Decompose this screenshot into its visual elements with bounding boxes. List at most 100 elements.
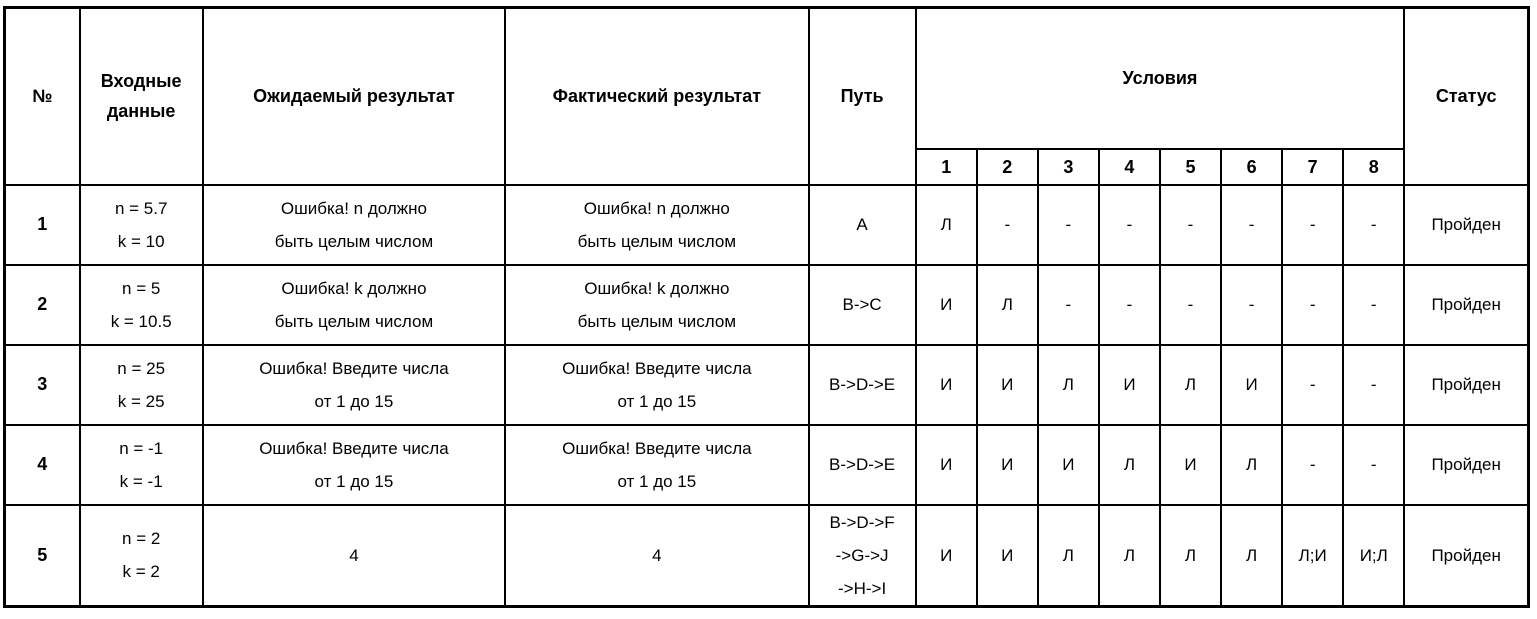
cell-condition-5: Л (1158, 343, 1223, 426)
cell-path: A (807, 183, 917, 266)
input-line: k = 10 (117, 231, 165, 251)
cell-status: Пройден (1403, 503, 1530, 607)
cell-actual-result: Ошибка! Введите числа от 1 до 15 (504, 423, 810, 506)
actual-line: Ошибка! n должно (583, 198, 730, 218)
cell-path: B->D->F ->G->J ->H->I (807, 503, 917, 607)
cell-condition-8: И;Л (1342, 503, 1406, 607)
cell-status: Пройден (1403, 343, 1530, 426)
table-row-3: 3 n = 25 k = 25 Ошибка! Введите числа от… (3, 343, 1530, 426)
header-row-main: № Входные данные Ожидаемый результат Фак… (3, 6, 1530, 186)
cell-expected-result: Ошибка! Введите числа от 1 до 15 (201, 343, 507, 426)
cell-condition-3: - (1036, 183, 1100, 266)
header-input-data: Входные данные (78, 6, 204, 186)
cell-condition-6: Л (1220, 423, 1284, 506)
cell-status: Пройден (1403, 423, 1530, 506)
header-condition-1: 1 (914, 147, 978, 186)
cell-condition-7: - (1281, 263, 1345, 346)
cell-condition-8: - (1342, 183, 1406, 266)
header-conditions: Условия (914, 6, 1406, 150)
path-line: ->H->I (838, 578, 887, 598)
cell-status: Пройден (1403, 183, 1530, 266)
cell-expected-result: Ошибка! k должно быть целым числом (201, 263, 507, 346)
cell-condition-6: Л (1220, 503, 1284, 607)
expected-line: быть целым числом (274, 311, 434, 331)
expected-line: от 1 до 15 (314, 471, 394, 491)
cell-condition-4: Л (1097, 503, 1161, 607)
actual-line: быть целым числом (577, 231, 737, 251)
input-line: k = -1 (119, 471, 163, 491)
cell-condition-1: И (914, 263, 978, 346)
header-condition-2: 2 (975, 147, 1039, 186)
expected-line: Ошибка! Введите числа (259, 438, 449, 458)
cell-condition-6: - (1220, 183, 1284, 266)
cell-condition-3: Л (1036, 503, 1100, 607)
cell-condition-4: И (1097, 343, 1161, 426)
cell-status: Пройден (1403, 263, 1530, 346)
input-line: n = 5.7 (114, 198, 168, 218)
cell-actual-result: Ошибка! n должно быть целым числом (504, 183, 810, 266)
actual-line: 4 (652, 545, 662, 565)
cell-condition-2: Л (975, 263, 1039, 346)
input-line: n = -1 (119, 438, 164, 458)
cell-condition-4: - (1097, 183, 1161, 266)
table-body: 1 n = 5.7 k = 10 Ошибка! n должно быть ц… (3, 183, 1530, 607)
actual-line: Ошибка! k должно (584, 278, 730, 298)
header-path: Путь (807, 6, 917, 186)
table-row-4: 4 n = -1 k = -1 Ошибка! Введите числа от… (3, 423, 1530, 506)
cell-condition-6: - (1220, 263, 1284, 346)
header-expected-result: Ожидаемый результат (201, 6, 507, 186)
cell-condition-5: - (1158, 183, 1223, 266)
header-condition-5: 5 (1158, 147, 1223, 186)
cell-condition-4: - (1097, 263, 1161, 346)
cell-expected-result: Ошибка! Введите числа от 1 до 15 (201, 423, 507, 506)
cell-condition-7: - (1281, 343, 1345, 426)
header-condition-4: 4 (1097, 147, 1161, 186)
cell-num: 2 (3, 263, 81, 346)
cell-actual-result: Ошибка! k должно быть целым числом (504, 263, 810, 346)
cell-input-data: n = 2 k = 2 (78, 503, 204, 607)
cell-condition-5: - (1158, 263, 1223, 346)
input-line: n = 2 (122, 529, 161, 548)
cell-expected-result: 4 (201, 503, 507, 607)
cell-condition-7: Л;И (1281, 503, 1345, 607)
expected-line: 4 (349, 545, 359, 565)
cell-condition-2: И (975, 423, 1039, 506)
actual-line: от 1 до 15 (617, 471, 697, 491)
cell-condition-2: - (975, 183, 1039, 266)
cell-condition-5: Л (1158, 503, 1223, 607)
expected-line: быть целым числом (274, 231, 434, 251)
cell-condition-4: Л (1097, 423, 1161, 506)
header-row-condition-numbers: 1 2 3 4 5 6 7 8 (5, 147, 1529, 186)
path-line: B->D->F (829, 512, 895, 532)
header-num: № (3, 6, 81, 186)
header-status: Статус (1403, 6, 1530, 186)
cell-condition-2: И (975, 503, 1039, 607)
cell-condition-3: Л (1036, 343, 1100, 426)
path-line: B->D->E (829, 455, 896, 474)
header-condition-7: 7 (1281, 147, 1345, 186)
cell-condition-2: И (975, 343, 1039, 426)
table-row-2: 2 n = 5 k = 10.5 Ошибка! k должно быть ц… (3, 263, 1530, 346)
header-condition-3: 3 (1036, 147, 1100, 186)
path-line: B->C (842, 295, 882, 314)
cell-condition-8: - (1342, 263, 1406, 346)
cell-actual-result: 4 (504, 503, 810, 607)
path-line: B->D->E (829, 375, 896, 394)
cell-condition-7: - (1281, 183, 1345, 266)
actual-line: от 1 до 15 (617, 391, 697, 411)
header-condition-8: 8 (1342, 147, 1406, 186)
cell-input-data: n = -1 k = -1 (78, 423, 204, 506)
cell-actual-result: Ошибка! Введите числа от 1 до 15 (504, 343, 810, 426)
cell-condition-1: И (914, 503, 978, 607)
input-line: k = 2 (122, 562, 160, 581)
table-header: № Входные данные Ожидаемый результат Фак… (3, 6, 1530, 186)
cell-num: 4 (3, 423, 81, 506)
input-line: n = 25 (117, 358, 166, 378)
table-row-5: 5 n = 2 k = 2 4 4 B->D->F ->G->J ->H->I … (3, 503, 1530, 607)
cell-condition-1: И (914, 423, 978, 506)
cell-condition-1: Л (914, 183, 978, 266)
expected-line: Ошибка! n должно (280, 198, 427, 218)
header-condition-6: 6 (1220, 147, 1284, 186)
cell-path: B->D->E (807, 343, 917, 426)
expected-line: Ошибка! Введите числа (259, 358, 449, 378)
